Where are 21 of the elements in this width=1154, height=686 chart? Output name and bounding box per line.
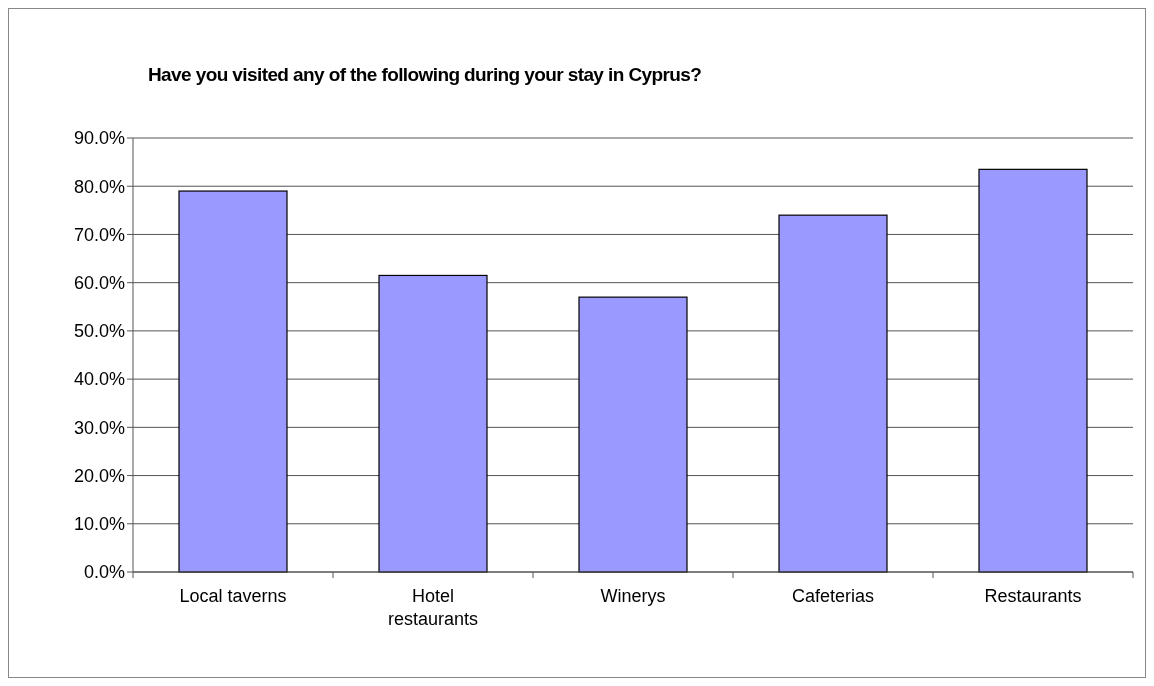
bar xyxy=(378,274,488,573)
bar xyxy=(778,214,888,573)
y-tick-label: 50.0% xyxy=(73,321,125,342)
y-tick-label: 80.0% xyxy=(73,176,125,197)
x-tick-label: Local taverns xyxy=(179,586,287,606)
x-tick-label: Restaurants xyxy=(984,586,1082,606)
y-tick-label: 30.0% xyxy=(73,417,125,438)
x-tick-label: Cafeterias xyxy=(791,586,875,606)
y-tick-label: 40.0% xyxy=(73,369,125,390)
bar xyxy=(578,296,688,573)
bar xyxy=(978,168,1088,573)
y-tick-label: 10.0% xyxy=(73,514,125,535)
y-tick-label: 60.0% xyxy=(73,272,125,293)
bar xyxy=(178,190,288,573)
chart-title: Have you visited any of the following during your stay in Cyprus? xyxy=(148,64,702,85)
y-tick-label: 20.0% xyxy=(73,465,125,486)
x-tick-label: Hotel restaurants xyxy=(387,586,479,629)
y-tick-label: 0.0% xyxy=(83,562,125,583)
x-tick-label: Winerys xyxy=(600,586,666,606)
y-tick-label: 70.0% xyxy=(73,224,125,245)
y-tick-label: 90.0% xyxy=(73,128,125,149)
